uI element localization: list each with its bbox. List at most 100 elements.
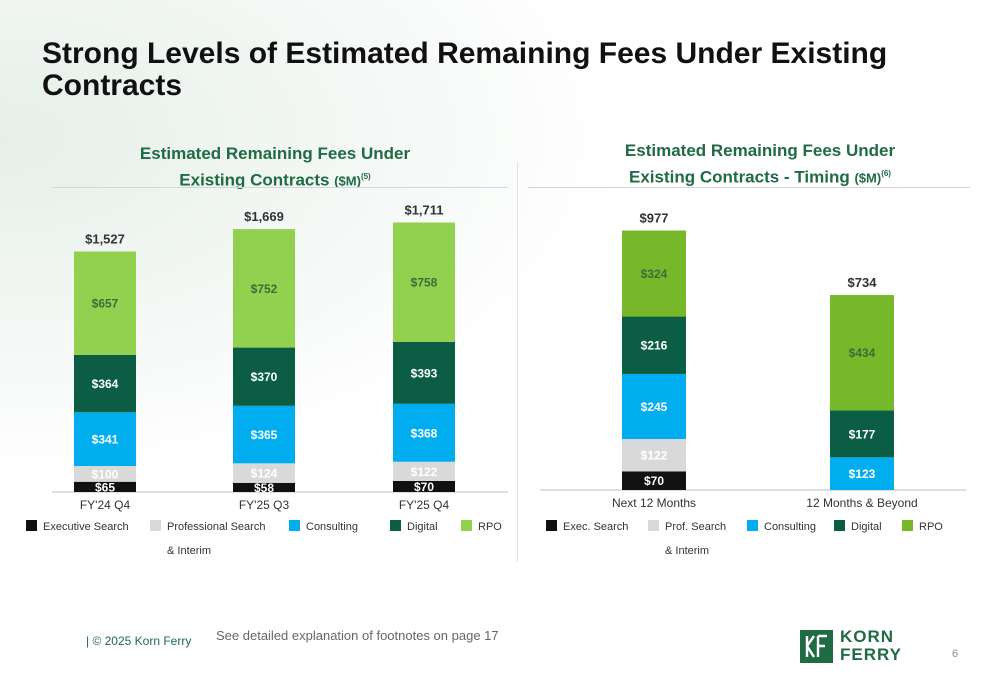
right-title-rule: [528, 187, 970, 188]
logo-line1: KORN: [840, 627, 895, 646]
legend-swatch: [150, 520, 161, 531]
legend-swatch: [747, 520, 758, 531]
bar-segment: [622, 230, 686, 317]
bar-segment: [74, 251, 136, 355]
right-chart-unit: ($M): [854, 170, 882, 186]
logo-wordmark: KORN FERRY: [840, 628, 902, 664]
data-label: $122: [411, 465, 438, 479]
bar-segment: [830, 410, 894, 458]
logo-line2: FERRY: [840, 645, 902, 664]
legend-swatch: [834, 520, 845, 531]
bar-segment: [393, 403, 455, 462]
bar-segment: [233, 482, 295, 492]
legend-label: Professional Search: [167, 521, 265, 533]
bar-segment: [830, 295, 894, 411]
bar-segment: [830, 457, 894, 490]
data-label: $393: [411, 366, 438, 380]
logo-kf-glyph-icon: [805, 634, 827, 658]
bar-segment: [233, 347, 295, 406]
category-label: 12 Months & Beyond: [806, 496, 917, 510]
bar-segment: [74, 481, 136, 492]
data-label: $245: [641, 400, 668, 414]
bar-segment: [622, 439, 686, 472]
bar-segment: [393, 461, 455, 481]
left-chart-title: Estimated Remaining Fees Under Existing …: [60, 142, 490, 193]
footnote-reference: See detailed explanation of footnotes on…: [216, 628, 499, 643]
data-label: $370: [251, 370, 278, 384]
data-label: $123: [849, 467, 876, 481]
legend-label-line2: & Interim: [167, 545, 211, 557]
data-label: $657: [92, 297, 119, 311]
total-label: $734: [848, 275, 878, 290]
legend-swatch: [289, 520, 300, 531]
bar-segment: [74, 354, 136, 413]
bar-segment: [393, 222, 455, 342]
legend-label: Consulting: [306, 521, 358, 533]
right-chart-title-line1: Estimated Remaining Fees Under: [624, 141, 896, 160]
data-label: $368: [411, 426, 438, 440]
bar-segment: [74, 412, 136, 467]
legend-swatch: [461, 520, 472, 531]
total-label: $1,669: [244, 209, 284, 224]
data-label: $58: [254, 481, 274, 495]
bar-segment: [233, 463, 295, 483]
total-label: $1,527: [85, 231, 125, 246]
bar-segment: [622, 471, 686, 490]
legend-label: Exec. Search: [563, 521, 628, 533]
bar-segment: [233, 405, 295, 464]
legend-label: Consulting: [764, 521, 816, 533]
left-chart-footnote: (5): [360, 172, 371, 181]
data-label: $364: [92, 377, 119, 391]
left-chart-title-line1: Estimated Remaining Fees Under: [139, 144, 411, 163]
bar-segment: [622, 373, 686, 440]
legend-label: Digital: [407, 521, 438, 533]
bar-segment: [74, 466, 136, 482]
left-chart-title-line2: Existing Contracts: [179, 170, 330, 190]
data-label: $100: [92, 467, 119, 481]
legend-swatch: [26, 520, 37, 531]
right-chart-title-line2: Existing Contracts - Timing: [629, 167, 850, 187]
legend-swatch: [546, 520, 557, 531]
total-label: $977: [640, 211, 669, 226]
bar-segment: [233, 229, 295, 348]
category-label: FY'25 Q3: [239, 498, 290, 512]
left-chart-unit: ($M): [334, 173, 361, 189]
copyright-text: | © 2025 Korn Ferry: [86, 634, 192, 648]
bar-segment: [622, 316, 686, 374]
right-chart-footnote: (6): [881, 169, 891, 178]
data-label: $124: [251, 467, 278, 481]
korn-ferry-logo: KORN FERRY: [800, 628, 940, 668]
data-label: $70: [644, 474, 664, 488]
data-label: $324: [641, 267, 668, 281]
data-label: $365: [251, 428, 278, 442]
right-chart-title: Estimated Remaining Fees Under Existing …: [530, 139, 990, 190]
data-label: $122: [641, 449, 668, 463]
left-chart-title-line2-wrap: Existing Contracts ($M)(5): [60, 165, 490, 193]
bar-segment: [393, 480, 455, 492]
bar-segment: [393, 341, 455, 404]
legend-label: Digital: [851, 521, 882, 533]
data-label: $70: [414, 480, 434, 494]
legend-label: RPO: [478, 521, 502, 533]
legend-label: Executive Search: [43, 521, 129, 533]
category-label: FY'25 Q4: [399, 498, 450, 512]
legend-label: RPO: [919, 521, 943, 533]
data-label: $752: [251, 282, 278, 296]
data-label: $216: [641, 339, 668, 353]
total-label: $1,711: [404, 203, 443, 218]
logo-mark-icon: [800, 630, 833, 663]
legend-swatch: [648, 520, 659, 531]
data-label: $65: [95, 480, 115, 494]
data-label: $177: [849, 427, 876, 441]
legend-swatch: [902, 520, 913, 531]
legend-label: Prof. Search: [665, 521, 726, 533]
right-chart-title-line2-wrap: Existing Contracts - Timing ($M)(6): [530, 162, 990, 190]
legend-label-line2: & Interim: [665, 545, 709, 557]
data-label: $758: [411, 276, 438, 290]
data-label: $434: [849, 346, 876, 360]
data-label: $341: [92, 433, 119, 447]
slide-title: Strong Levels of Estimated Remaining Fee…: [42, 37, 888, 102]
left-title-rule: [52, 187, 508, 188]
